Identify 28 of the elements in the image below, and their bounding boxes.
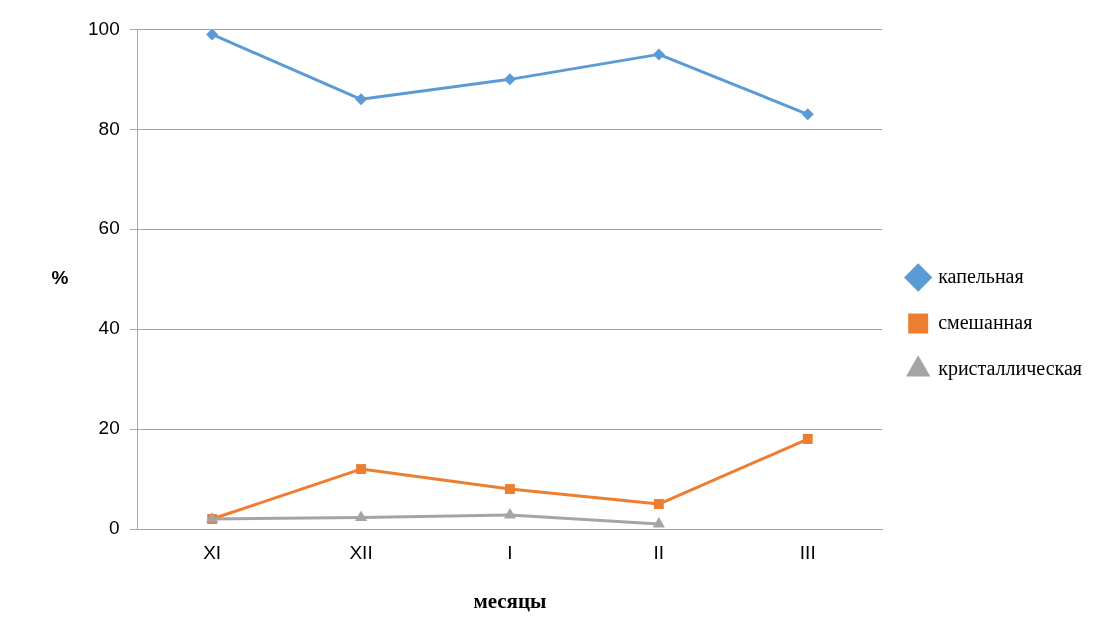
point (355, 93, 368, 106)
y-tick-label: 20 (98, 417, 120, 439)
y-tick-label: 80 (98, 117, 120, 139)
point (206, 29, 219, 41)
y-tick-label: 100 (88, 17, 120, 39)
point (801, 108, 814, 121)
x-tick-label: I (507, 541, 513, 563)
point (505, 484, 515, 494)
point (503, 508, 517, 519)
x-tick-label: III (799, 541, 816, 563)
y-tick-label: 40 (98, 317, 120, 339)
point (356, 464, 366, 474)
y-tick-label: 60 (98, 217, 120, 239)
y-tick-label: 0 (109, 517, 120, 539)
point (802, 434, 813, 445)
legend-label: кристаллическая (938, 356, 1083, 380)
legend-label: смешанная (938, 310, 1033, 333)
legend-label: капельная (938, 264, 1024, 287)
y-axis-title: % (51, 267, 69, 289)
point (354, 510, 368, 522)
point (652, 48, 665, 61)
x-tick-label: XI (203, 541, 222, 563)
point (653, 499, 664, 509)
point (503, 73, 516, 86)
x-axis-title: месяцы (473, 588, 547, 613)
x-tick-label: XII (349, 541, 373, 563)
point (652, 517, 665, 528)
x-tick-label: II (653, 541, 665, 563)
